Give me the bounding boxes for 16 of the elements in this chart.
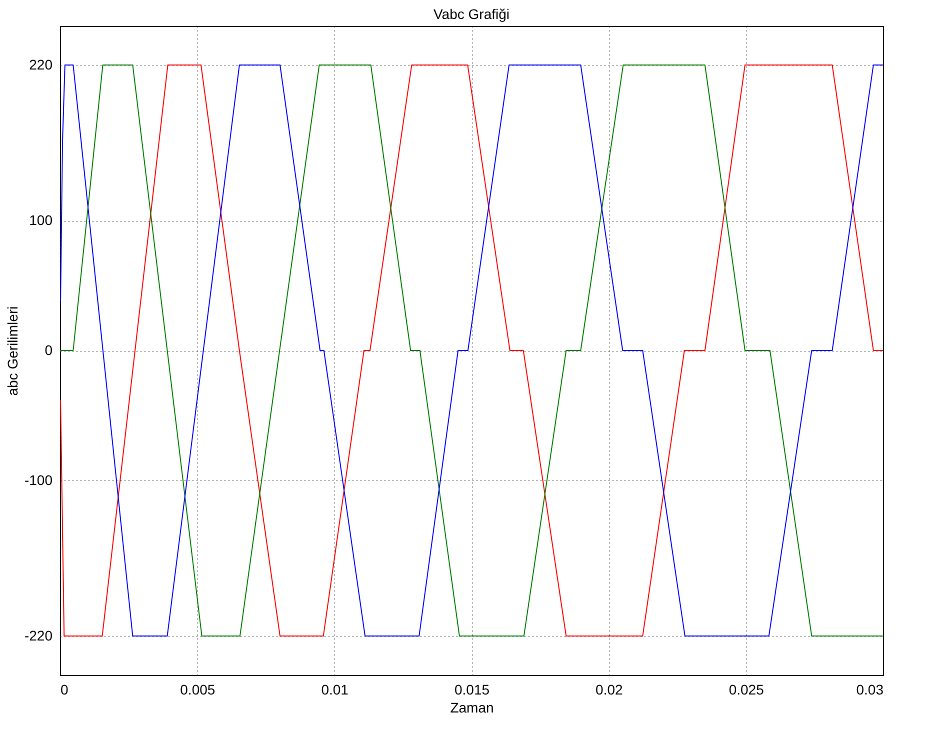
x-tick-label: 0.015 (454, 682, 490, 698)
y-tick-label: -100 (24, 472, 53, 488)
x-tick-label: 0.025 (728, 682, 764, 698)
chart-title: Vabc Grafiği (434, 6, 510, 22)
y-axis-title: abc Gerilimleri (4, 306, 20, 396)
x-tick-label: 0.005 (180, 682, 216, 698)
x-axis-title: Zaman (450, 700, 494, 716)
y-tick-label: 220 (29, 56, 53, 72)
x-tick-label: 0.01 (321, 682, 349, 698)
y-tick-label: 0 (44, 342, 53, 358)
x-tick-label: 0.03 (856, 682, 884, 698)
line-series (60, 64, 884, 637)
x-tick-label: 0 (60, 682, 68, 698)
y-tick-label: -220 (24, 628, 53, 644)
x-tick-label: 0.02 (596, 682, 624, 698)
y-tick-label: 100 (29, 212, 53, 228)
